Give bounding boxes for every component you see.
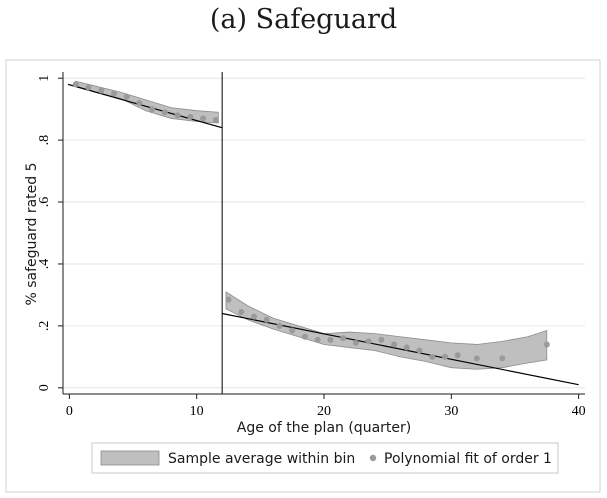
data-point bbox=[250, 313, 257, 320]
data-point bbox=[416, 347, 423, 354]
y-tick-label: .4 bbox=[37, 259, 52, 270]
y-tick-label: .2 bbox=[37, 321, 52, 332]
y-tick-label: .8 bbox=[37, 135, 52, 146]
data-point bbox=[391, 341, 398, 348]
x-tick-label: 0 bbox=[66, 404, 73, 419]
legend-points-label: Polynomial fit of order 1 bbox=[384, 451, 552, 467]
data-point bbox=[238, 308, 245, 315]
data-point bbox=[441, 353, 448, 360]
data-point bbox=[429, 353, 436, 360]
y-tick-label: 1 bbox=[37, 75, 52, 82]
legend-band-swatch bbox=[100, 450, 160, 466]
data-point bbox=[200, 115, 207, 122]
data-point bbox=[403, 344, 410, 351]
x-tick-label: 20 bbox=[317, 404, 331, 419]
data-point bbox=[301, 333, 308, 340]
y-ticks: 0 .2 .4 .6 .8 1 bbox=[37, 75, 63, 391]
data-point bbox=[543, 341, 550, 348]
data-point bbox=[276, 322, 283, 329]
data-point bbox=[263, 316, 270, 323]
y-tick-label: 0 bbox=[37, 384, 52, 391]
y-axis-label: % safeguard rated 5 bbox=[24, 162, 40, 305]
data-point bbox=[98, 87, 105, 94]
data-point bbox=[136, 99, 143, 106]
data-point bbox=[352, 339, 359, 346]
legend-box bbox=[91, 442, 559, 474]
data-point bbox=[110, 90, 117, 97]
gridlines bbox=[63, 77, 585, 389]
data-point bbox=[378, 336, 385, 343]
data-point bbox=[365, 338, 372, 345]
data-point bbox=[161, 109, 168, 116]
data-point bbox=[212, 116, 219, 123]
x-tick-label: 30 bbox=[444, 404, 458, 419]
bin-points bbox=[72, 81, 550, 362]
x-ticks: 0 10 20 30 40 bbox=[66, 394, 586, 419]
data-point bbox=[149, 106, 156, 113]
data-point bbox=[123, 93, 130, 100]
legend: Sample average within bin Polynomial fit… bbox=[91, 442, 559, 474]
y-tick-label: .6 bbox=[37, 197, 52, 208]
x-axis-label: Age of the plan (quarter) bbox=[237, 420, 411, 436]
x-tick-label: 10 bbox=[190, 404, 204, 419]
data-point bbox=[473, 355, 480, 362]
data-point bbox=[187, 113, 194, 120]
legend-points-marker bbox=[369, 454, 377, 462]
data-point bbox=[327, 336, 334, 343]
legend-band-label: Sample average within bin bbox=[168, 451, 355, 467]
x-tick-label: 40 bbox=[572, 404, 586, 419]
data-point bbox=[174, 112, 181, 119]
data-point bbox=[499, 355, 506, 362]
data-point bbox=[72, 81, 79, 88]
data-point bbox=[289, 327, 296, 334]
chart-title: (a) Safeguard bbox=[209, 4, 398, 35]
fit-line bbox=[67, 83, 223, 129]
data-point bbox=[85, 84, 92, 91]
data-point bbox=[454, 352, 461, 359]
data-point bbox=[225, 296, 232, 303]
data-point bbox=[314, 336, 321, 343]
data-point bbox=[340, 335, 347, 342]
